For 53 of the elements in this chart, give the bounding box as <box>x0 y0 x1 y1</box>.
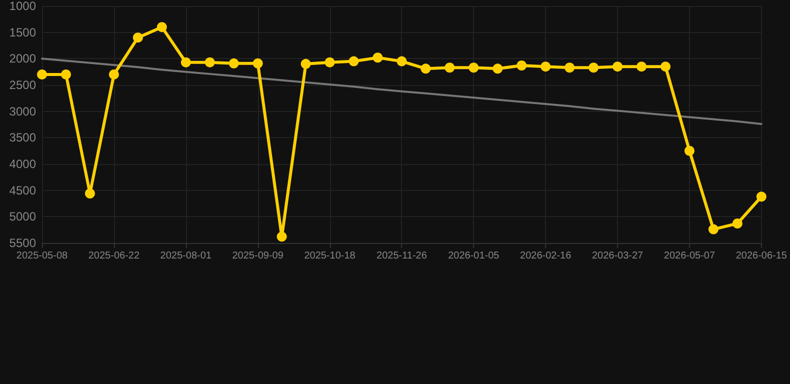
x-tick-label: 2026-02-16 <box>520 250 572 262</box>
point <box>732 218 742 229</box>
point <box>588 62 599 73</box>
x-tick-label: 2026-01-05 <box>448 250 500 262</box>
point <box>300 58 311 69</box>
point <box>204 57 215 68</box>
point <box>372 52 383 63</box>
point <box>60 69 71 80</box>
y-tick-label: 4000 <box>9 157 36 171</box>
y-tick-label: 5500 <box>9 236 36 250</box>
point <box>516 60 527 71</box>
point <box>252 58 263 68</box>
point <box>228 58 239 68</box>
y-tick-label: 3000 <box>9 104 36 118</box>
point <box>444 62 455 73</box>
point <box>84 188 95 198</box>
point <box>660 62 670 72</box>
point <box>540 62 551 72</box>
line-series <box>41 58 762 125</box>
x-tick-label: 2025-09-09 <box>232 250 284 262</box>
point <box>468 62 479 73</box>
point <box>324 57 335 68</box>
point <box>276 232 287 242</box>
x-tick-label: 2026-05-07 <box>664 250 716 262</box>
point <box>636 62 647 72</box>
x-tick-label: 2025-11-26 <box>376 250 428 262</box>
y-tick-label: 2000 <box>9 52 36 66</box>
y-tick-label: 1500 <box>9 25 36 40</box>
x-tick-label: 2025-08-01 <box>160 250 212 262</box>
x-tick-label: 2026-06-15 <box>736 250 788 262</box>
x-tick-label: 2026-03-27 <box>592 250 644 262</box>
point <box>156 22 167 32</box>
point <box>108 69 119 80</box>
x-tick-label: 2025-10-18 <box>304 250 356 262</box>
point <box>684 146 694 156</box>
y-tick-label: 3500 <box>9 130 36 145</box>
point <box>132 32 143 43</box>
point <box>756 192 766 202</box>
x-tick-label: 2025-05-08 <box>16 250 68 262</box>
point <box>708 224 718 234</box>
y-tick-label: 2500 <box>9 78 36 92</box>
x-tick-label: 2025-06-22 <box>88 250 140 262</box>
y-tick-label: 5000 <box>9 210 36 224</box>
point <box>420 64 431 74</box>
y-tick-label: 1000 <box>9 0 36 13</box>
point <box>348 56 359 66</box>
point <box>612 62 623 72</box>
point <box>396 56 407 66</box>
point <box>492 64 503 74</box>
point <box>564 62 575 73</box>
y-tick-label: 4500 <box>9 183 36 198</box>
point <box>180 57 191 68</box>
point <box>37 69 47 80</box>
